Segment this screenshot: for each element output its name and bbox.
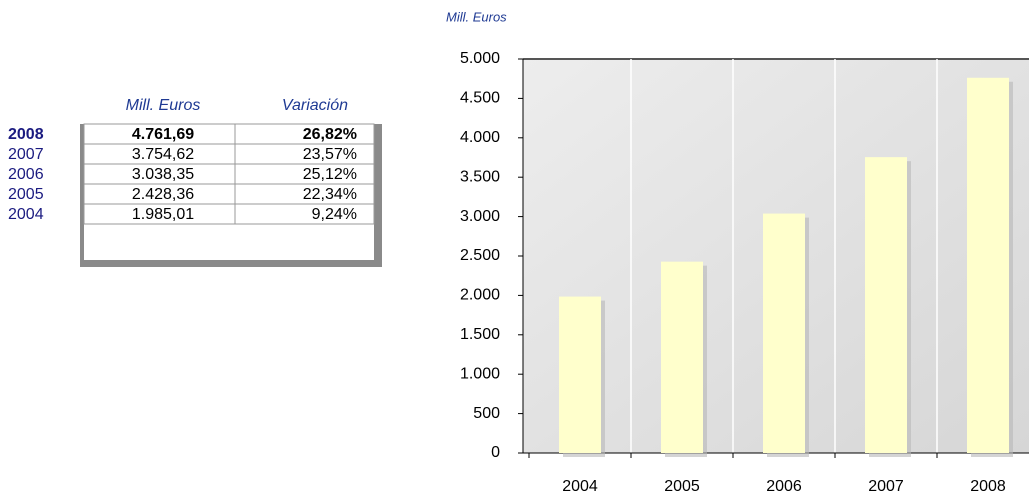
bar	[865, 157, 907, 454]
cell: 3.754,62	[132, 146, 194, 163]
y-tick-label: 3.500	[460, 168, 500, 185]
row-year: 2005	[8, 186, 44, 203]
y-tick-label: 0	[491, 444, 500, 461]
cell: 4.761,69	[132, 126, 194, 143]
y-tick-label: 2.000	[460, 287, 500, 304]
y-tick-label: 1.000	[460, 365, 500, 382]
cell: 22,34%	[303, 186, 357, 203]
y-tick-label: 4.000	[460, 129, 500, 146]
y-tick-label: 2.500	[460, 247, 500, 264]
y-tick-label: 4.500	[460, 90, 500, 107]
table-row	[83, 203, 375, 225]
table-body	[84, 124, 374, 260]
cell: 3.038,35	[132, 166, 194, 183]
cell: 1.985,01	[132, 206, 194, 223]
x-tick-label: 2008	[970, 478, 1006, 495]
row-year: 2006	[8, 166, 44, 183]
bar	[559, 296, 601, 453]
y-tick-label: 1.500	[460, 326, 500, 343]
row-year: 2007	[8, 146, 44, 163]
bar	[661, 261, 703, 453]
cell: 2.428,36	[132, 186, 194, 203]
cell: 25,12%	[303, 166, 357, 183]
column-header: Mill. Euros	[126, 97, 201, 114]
y-axis-label: Mill. Euros	[446, 9, 507, 24]
row-year: 2004	[8, 206, 44, 223]
bar	[763, 213, 805, 453]
row-year: 2008	[8, 126, 44, 143]
x-tick-label: 2007	[868, 478, 904, 495]
cell: 23,57%	[303, 146, 357, 163]
bar	[967, 77, 1009, 453]
cell: 26,82%	[303, 126, 357, 143]
y-tick-label: 5.000	[460, 50, 500, 67]
y-tick-label: 500	[473, 405, 500, 422]
cell: 9,24%	[312, 206, 357, 223]
x-tick-label: 2005	[664, 478, 700, 495]
x-tick-label: 2004	[562, 478, 598, 495]
y-tick-label: 3.000	[460, 208, 500, 225]
column-header: Variación	[282, 97, 348, 114]
x-tick-label: 2006	[766, 478, 802, 495]
